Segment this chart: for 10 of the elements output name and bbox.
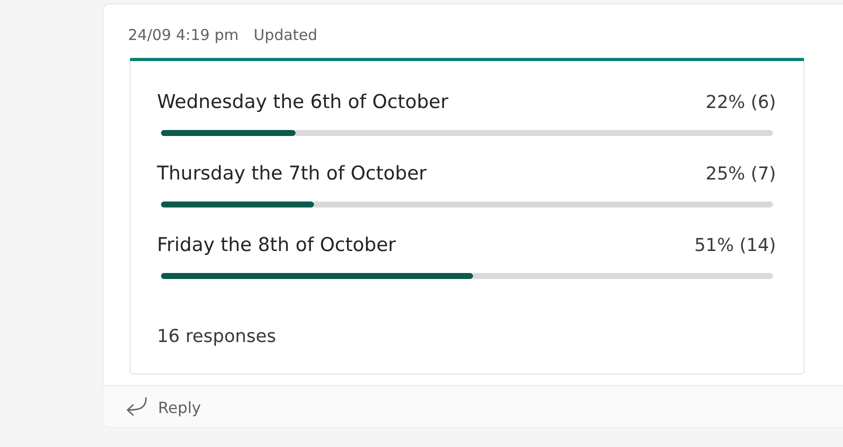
data-label: 22% (6) [706, 92, 776, 113]
y-tick-label: Thursday the 7th of October [156, 162, 427, 184]
text: Reply [158, 399, 201, 417]
y-tick-label: Friday the 8th of October [157, 234, 396, 256]
data-label: 25% (7) [706, 164, 776, 184]
data-label: 51% (14) [694, 235, 776, 256]
text: 24/09 4:19 pm [128, 26, 239, 44]
text: Updated [254, 26, 318, 44]
text: 16 responses [157, 326, 276, 347]
y-tick-label: Wednesday the 6th of October [157, 91, 448, 113]
